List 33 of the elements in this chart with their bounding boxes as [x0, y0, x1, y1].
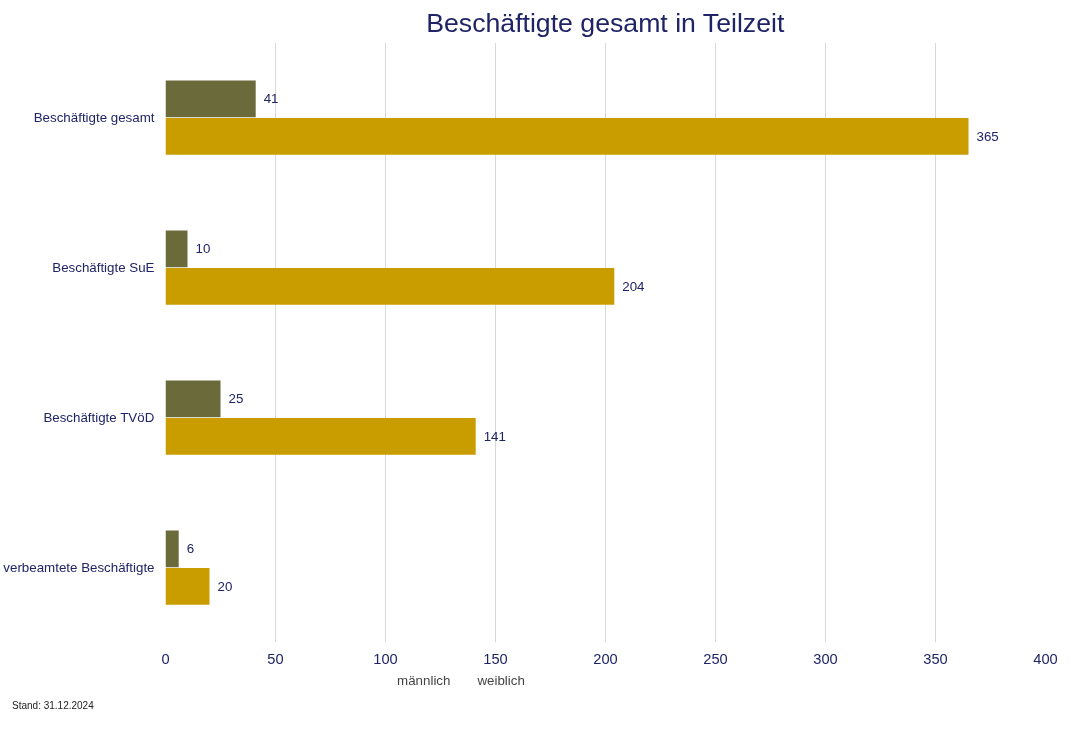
bar [165, 530, 179, 568]
bar [165, 567, 210, 605]
bar [165, 417, 476, 455]
x-tick-label: 150 [483, 650, 508, 667]
data-label: 141 [483, 428, 506, 444]
data-label: 204 [622, 278, 646, 294]
x-tick-label: 50 [267, 650, 284, 667]
y-tick-label: Beschäftigte TVöD [43, 410, 155, 425]
x-tick-label: 400 [1033, 650, 1058, 667]
bar [165, 230, 188, 268]
text: weiblich [477, 672, 525, 688]
text: männlich [397, 672, 451, 688]
bar [165, 80, 256, 118]
data-label: 6 [186, 541, 195, 557]
y-tick-label: Beschäftigte SuE [52, 260, 155, 275]
data-label: 10 [195, 241, 211, 257]
data-label: 25 [228, 391, 244, 407]
chart-title: Beschäftigte gesamt in Teilzeit [426, 7, 785, 38]
bar [165, 380, 221, 418]
y-tick-label: Beschäftigte gesamt [33, 110, 155, 125]
data-label: 20 [217, 578, 233, 594]
x-tick-label: 0 [161, 650, 170, 667]
y-tick-label: verbeamtete Beschäftigte [3, 560, 155, 575]
bar [165, 117, 969, 155]
x-tick-label: 200 [593, 650, 618, 667]
x-tick-label: 250 [703, 650, 728, 667]
x-tick-label: 300 [813, 650, 838, 667]
data-label: 41 [263, 91, 279, 107]
text: Stand: 31.12.2024 [12, 699, 94, 713]
x-tick-label: 350 [923, 650, 948, 667]
bar [165, 267, 615, 305]
data-label: 365 [976, 128, 999, 144]
x-tick-label: 100 [373, 650, 398, 667]
